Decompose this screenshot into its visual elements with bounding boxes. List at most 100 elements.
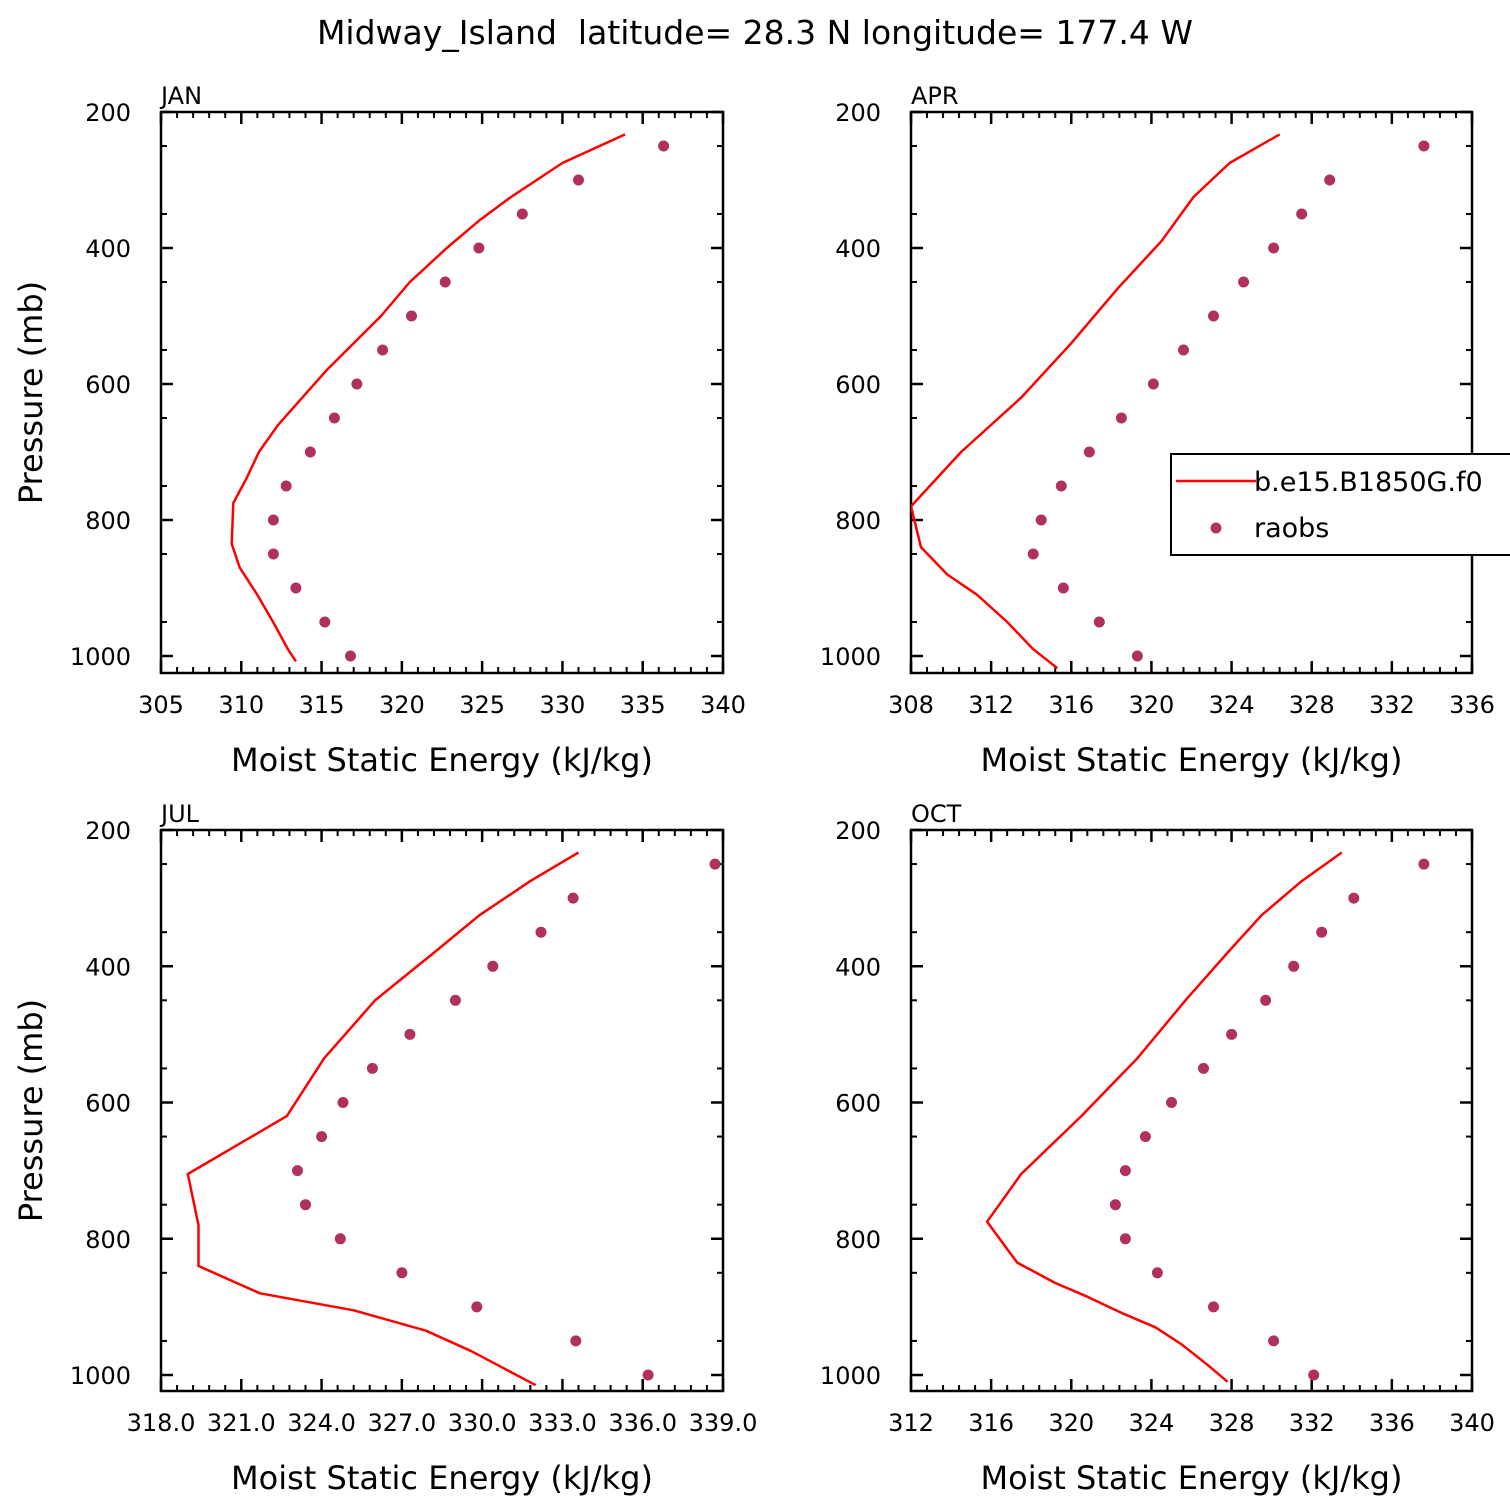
raobs-point [1268, 1335, 1280, 1347]
raobs-point [1316, 926, 1328, 938]
y-tick-label: 200 [85, 817, 131, 845]
x-tick-label: 318.0 [127, 1409, 196, 1437]
raobs-point [471, 1301, 483, 1313]
raobs-point [1260, 994, 1272, 1006]
legend: b.e15.B1850G.f0 raobs [1170, 453, 1510, 556]
y-tick-label: 800 [85, 1226, 131, 1254]
y-tick-label: 200 [835, 817, 881, 845]
plot-frame [159, 110, 725, 675]
raobs-point [396, 1267, 408, 1279]
raobs-point [1083, 446, 1095, 458]
raobs-point [1296, 208, 1308, 220]
y-tick-label: 200 [835, 99, 881, 127]
raobs-point [642, 1369, 654, 1381]
raobs-point [1055, 480, 1067, 492]
raobs-point [516, 208, 528, 220]
y-axis-label: Pressure (mb) [12, 999, 50, 1222]
series-line-model [985, 851, 1343, 1383]
page-title: Midway_Island latitude= 28.3 N longitude… [317, 13, 1193, 52]
raobs-point [345, 650, 356, 662]
y-tick-label: 400 [835, 953, 881, 981]
raobs-point [1139, 1131, 1151, 1143]
raobs-point [1418, 858, 1430, 870]
raobs-point [300, 1199, 311, 1211]
x-tick-label: 324 [1129, 1409, 1175, 1437]
x-tick-label: 332 [1369, 691, 1415, 719]
x-tick-label: 336.0 [608, 1409, 677, 1437]
panel-label: JUL [159, 800, 200, 828]
raobs-point [1027, 548, 1039, 560]
panel-label: OCT [911, 800, 962, 828]
y-tick-label: 1000 [820, 643, 881, 671]
raobs-point [1119, 1233, 1131, 1245]
x-tick-label: 328 [1289, 691, 1335, 719]
x-tick-label: 340 [700, 691, 746, 719]
x-tick-label: 308 [888, 691, 934, 719]
raobs-point [267, 514, 279, 526]
raobs-point [473, 242, 485, 254]
series-line-model [186, 851, 580, 1387]
raobs-point [439, 276, 451, 288]
x-tick-label: 330.0 [448, 1409, 517, 1437]
panel-jan: JAN 305 310 315 320 325 330 335 340 200 400 600 800 1… [12, 82, 746, 779]
x-tick-label: 310 [218, 691, 264, 719]
x-tick-label: 320 [1129, 691, 1175, 719]
legend-entry-model: b.e15.B1850G.f0 [1254, 467, 1483, 498]
raobs-point [366, 1062, 378, 1074]
panel-apr: APR 308 312 316 320 324 328 332 336 200 400 600 800 1… [820, 82, 1510, 779]
series-line-model [911, 133, 1281, 670]
y-tick-label: 600 [835, 371, 881, 399]
raobs-point [1115, 412, 1127, 424]
x-tick-label: 324.0 [287, 1409, 356, 1437]
x-axis-label: Moist Static Energy (kJ/kg) [981, 741, 1403, 779]
y-tick-label: 1000 [820, 1362, 881, 1390]
raobs-point [1198, 1062, 1209, 1074]
raobs-point [1288, 960, 1300, 972]
panel-label: JAN [159, 82, 202, 110]
x-tick-label: 325 [459, 691, 505, 719]
raobs-point [304, 446, 316, 458]
raobs-point [1093, 616, 1105, 628]
raobs-point [328, 412, 340, 424]
raobs-point [292, 1165, 303, 1177]
raobs-point [709, 858, 721, 870]
y-tick-label: 600 [85, 1090, 131, 1118]
raobs-point [1166, 1097, 1177, 1108]
x-tick-label: 335 [620, 691, 666, 719]
raobs-point [1178, 344, 1189, 356]
x-tick-label: 324 [1209, 691, 1255, 719]
x-tick-label: 336 [1449, 691, 1495, 719]
y-tick-label: 400 [85, 235, 131, 263]
x-tick-label: 316 [968, 1409, 1014, 1437]
raobs-point [1109, 1199, 1121, 1211]
raobs-point [1131, 650, 1143, 662]
plot-frame [909, 110, 1474, 675]
x-tick-label: 336 [1369, 1409, 1415, 1437]
y-tick-label: 1000 [70, 643, 131, 671]
y-axis-label: Pressure (mb) [12, 281, 50, 504]
raobs-point [573, 174, 584, 186]
raobs-point [377, 344, 389, 356]
x-tick-label: 315 [299, 691, 345, 719]
raobs-point [1324, 174, 1336, 186]
y-tick-label: 800 [835, 1226, 881, 1254]
x-tick-label: 320 [379, 691, 425, 719]
x-axis-label: Moist Static Energy (kJ/kg) [981, 1459, 1403, 1497]
raobs-point [316, 1131, 328, 1143]
raobs-point [337, 1097, 349, 1108]
raobs-point [406, 310, 417, 322]
y-tick-label: 600 [835, 1090, 881, 1118]
raobs-point [1226, 1028, 1238, 1040]
legend-entry-raobs: raobs [1254, 513, 1329, 544]
x-tick-label: 312 [968, 691, 1014, 719]
raobs-point [1035, 514, 1047, 526]
raobs-point [1147, 378, 1159, 390]
x-tick-label: 312 [888, 1409, 934, 1437]
y-tick-label: 600 [85, 371, 131, 399]
legend-dot-swatch [1210, 522, 1222, 534]
raobs-point [290, 582, 302, 594]
raobs-point [449, 994, 461, 1006]
raobs-point [1268, 242, 1280, 254]
raobs-point [334, 1233, 346, 1245]
y-tick-label: 800 [85, 507, 131, 535]
